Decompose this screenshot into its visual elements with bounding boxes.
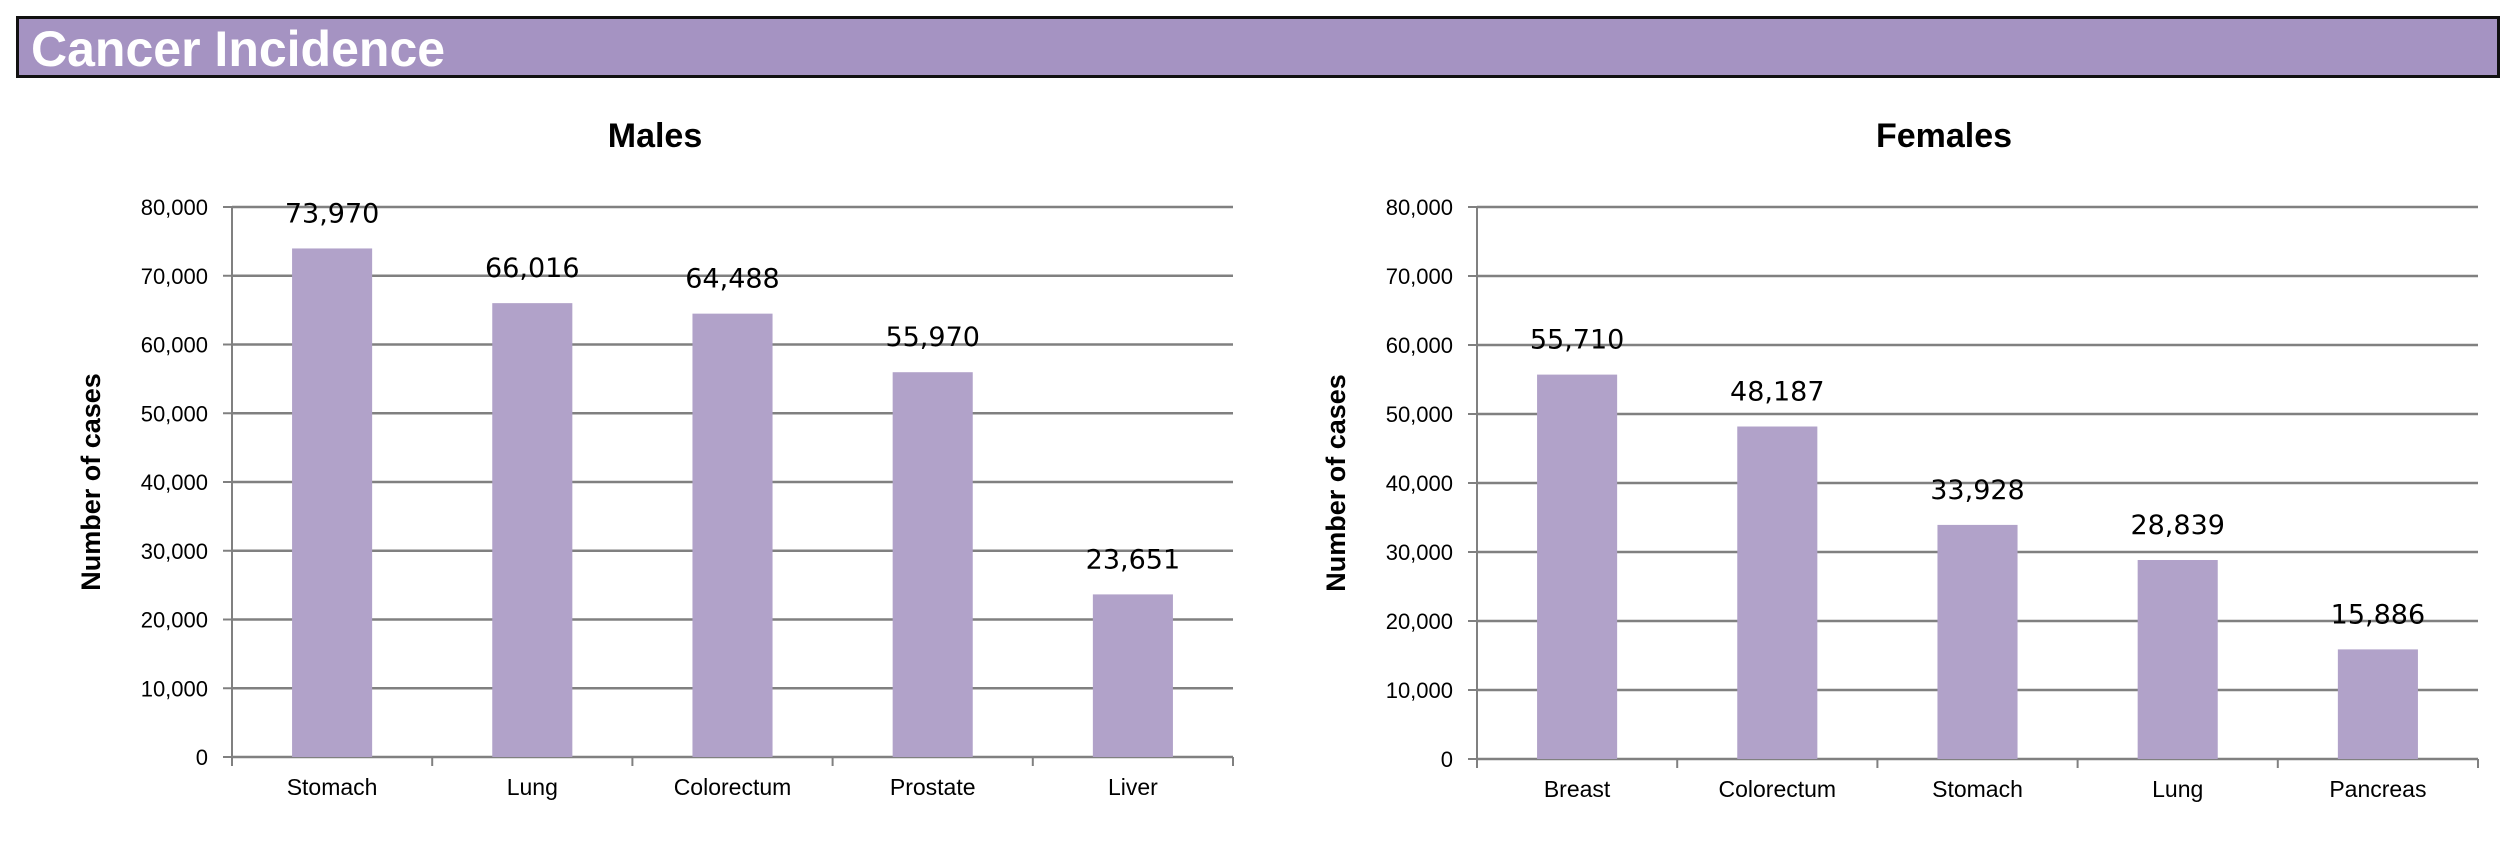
chart-title: Males [608, 117, 703, 155]
bar-colorectum [692, 313, 773, 757]
data-label-prostate: 55,970 [885, 322, 979, 353]
data-label-colorectum: 64,488 [685, 264, 779, 295]
data-label-liver: 23,651 [1086, 544, 1180, 575]
data-label-breast: 55,710 [1530, 325, 1624, 356]
x-tick-label-stomach: Stomach [1932, 776, 2023, 802]
x-tick-label-stomach: Stomach [287, 774, 378, 800]
data-label-lung: 28,839 [2130, 510, 2224, 541]
x-tick-label-lung: Lung [507, 774, 558, 800]
bar-stomach [292, 248, 373, 758]
bar-lung [492, 303, 573, 757]
y-tick-label: 50,000 [1386, 402, 1453, 427]
males-chart: Males Number of cases 0 10,000 20,000 30,000 4… [76, 117, 1234, 800]
chart-title: Females [1876, 117, 2012, 155]
x-tick-label-colorectum: Colorectum [1718, 776, 1836, 802]
y-tick-label: 0 [196, 745, 208, 770]
y-tick-label: 30,000 [1386, 540, 1453, 565]
x-tick-label-lung: Lung [2152, 776, 2203, 802]
y-tick-label: 80,000 [1386, 195, 1453, 220]
y-tick-label: 60,000 [1386, 333, 1453, 358]
y-tick-label: 20,000 [141, 608, 208, 633]
data-label-lung: 66,016 [485, 253, 579, 284]
y-tick-label: 40,000 [1386, 471, 1453, 496]
y-tick-label: 70,000 [1386, 264, 1453, 289]
y-tick-label: 10,000 [141, 676, 208, 701]
bar-colorectum [1737, 426, 1818, 759]
y-tick-label: 80,000 [141, 195, 208, 220]
y-tick-label: 0 [1441, 747, 1453, 772]
data-label-colorectum: 48,187 [1730, 377, 1824, 408]
bar-liver [1092, 594, 1173, 757]
females-chart: Females Number of cases 0 10,000 20,000 30,00… [1321, 117, 2479, 802]
x-tick-label-pancreas: Pancreas [2329, 776, 2426, 802]
y-axis-label: Number of cases [76, 373, 106, 591]
data-label-pancreas: 15,886 [2331, 599, 2425, 630]
x-tick-label-prostate: Prostate [890, 774, 976, 800]
bar-prostate [892, 372, 973, 757]
y-tick-label: 60,000 [141, 333, 208, 358]
bar-pancreas [2337, 649, 2418, 759]
data-label-stomach: 73,970 [285, 198, 379, 229]
x-tick-label-breast: Breast [1544, 776, 1611, 802]
bar-stomach [1937, 524, 2018, 759]
bar-breast [1537, 374, 1618, 759]
page-title: Cancer Incidence [31, 21, 446, 77]
y-tick-label: 70,000 [141, 264, 208, 289]
y-tick-label: 30,000 [141, 539, 208, 564]
y-tick-label: 50,000 [141, 401, 208, 426]
y-axis-label: Number of cases [1321, 374, 1351, 592]
y-tick-label: 20,000 [1386, 609, 1453, 634]
data-label-stomach: 33,928 [1930, 475, 2024, 506]
x-tick-label-liver: Liver [1108, 774, 1158, 800]
y-tick-label: 10,000 [1386, 678, 1453, 703]
x-tick-label-colorectum: Colorectum [674, 774, 792, 800]
bar-lung [2137, 560, 2218, 759]
header-bar: Cancer Incidence [16, 16, 2500, 78]
y-tick-label: 40,000 [141, 470, 208, 495]
